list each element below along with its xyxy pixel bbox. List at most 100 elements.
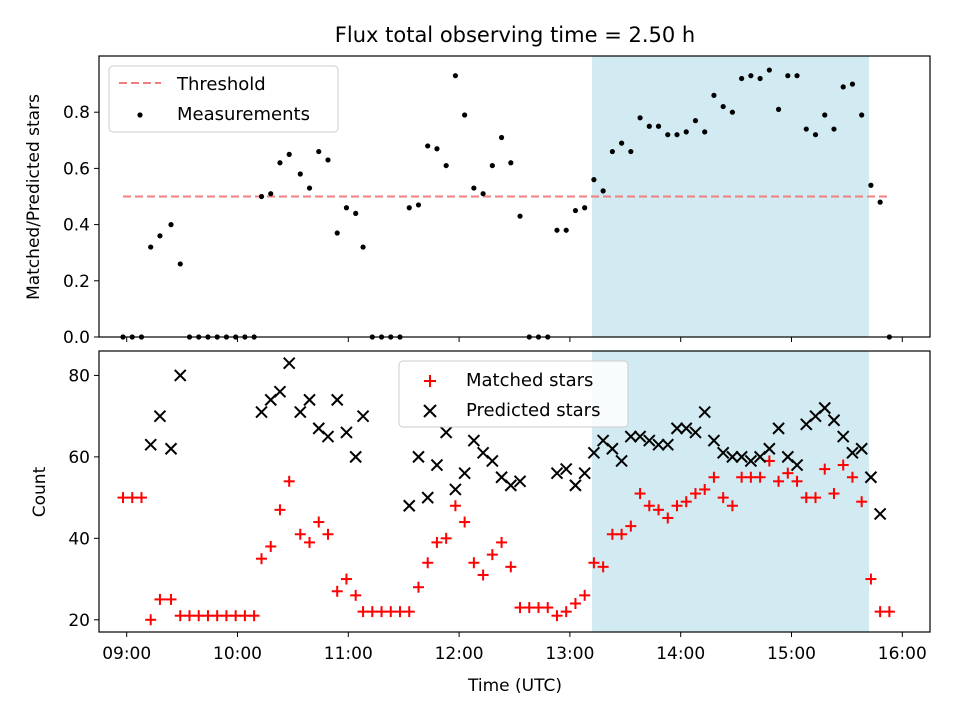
matched-star-point [736,471,748,483]
predicted-star-point [303,393,316,407]
measurement-point [334,230,340,236]
matched-star-point [431,536,443,548]
predicted-star-point [144,438,157,451]
predicted-star-stroke [164,442,178,455]
predicted-star-stroke [340,426,353,439]
matched-star-point [385,606,397,618]
matched-star-point [542,602,554,614]
measurement-point [748,73,754,79]
legend-predicted-label: Predicted stars [466,400,600,421]
matched-star-point [376,606,388,618]
predicted-star-stroke [864,471,878,484]
predicted-star-point [587,446,601,460]
measurement-point [297,171,303,177]
matched-star-point [606,528,618,540]
predicted-star-stroke [504,479,518,492]
measurement-point [434,146,440,152]
predicted-star-stroke [430,458,444,472]
measurement-point [480,191,486,197]
matched-star-point [449,500,461,512]
predicted-star-point [726,450,739,464]
measurement-point [720,103,726,110]
matched-star-point [265,540,277,552]
top-x-ticks [126,337,903,342]
predicted-star-stroke [303,393,316,407]
predicted-star-point [403,499,416,512]
x-tick-label: 14:00 [656,644,705,664]
measurement-point [665,132,671,138]
x-tick-label: 11:00 [324,644,373,664]
predicted-star-point [255,405,268,419]
matched-star-point [486,549,498,561]
measurement-point [628,148,634,155]
measurement-point [692,118,699,124]
predicted-star-stroke [273,385,287,398]
matched-star-point [422,557,434,569]
measurement-point [591,177,597,183]
predicted-star-point [652,438,665,451]
matched-star-point [294,528,306,540]
measurement-points [120,67,892,340]
legend-matched-label: Matched stars [466,370,593,391]
predicted-star-point [349,450,362,464]
predicted-star-point [356,409,370,423]
matched-star-point [791,475,803,487]
matched-star-point [322,528,334,540]
matched-star-point [810,492,822,504]
bottom-highlight-span [592,351,870,632]
x-tick-label: 13:00 [545,644,594,664]
matched-star-point [239,610,251,622]
chart-title: Flux total observing time = 2.50 h [335,23,695,47]
measurement-point [452,73,459,79]
measurement-point [554,227,560,233]
predicted-star-point [680,422,693,435]
measurement-point [729,109,736,115]
predicted-star-stroke [174,369,187,382]
measurement-point [316,148,322,155]
measurement-point [794,73,800,79]
predicted-star-point [606,442,619,455]
predicted-star-point [321,430,335,443]
matched-star-point [588,557,600,569]
top-axes-frame [98,55,931,338]
measurement-point [822,112,828,118]
predicted-star-point [661,438,674,451]
measurement-point [849,81,856,87]
y-tick-label: 0.8 [63,103,90,123]
matched-star-point [183,610,195,622]
predicted-star-stroke [670,422,684,435]
measurement-point [812,132,819,138]
matched-star-point [782,467,794,479]
matched-star-point [533,602,545,614]
matched-star-point [689,488,701,500]
matched-star-point [117,492,129,504]
matched-star-point [274,504,286,516]
predicted-star-stroke [624,430,638,443]
predicted-star-stroke [421,491,434,504]
predicted-star-stroke [836,430,850,443]
measurement-point [471,185,477,191]
predicted-star-stroke [772,422,785,435]
predicted-star-point [331,393,344,407]
predicted-star-stroke [513,475,527,488]
x-tick-label: 12:00 [435,644,484,664]
matched-star-point [313,516,325,528]
predicted-star-point [578,466,591,480]
matched-star-point [350,589,362,601]
predicted-star-stroke [790,458,804,472]
predicted-star-point [153,409,167,423]
measurement-point [609,148,615,155]
bottom-axes-frame [98,350,931,633]
matched-star-point [202,610,214,622]
predicted-star-stroke [633,430,647,443]
measurement-point [803,126,809,132]
predicted-star-stroke [744,454,758,468]
y-tick-label: 40 [68,529,90,549]
matched-star-point [625,520,637,532]
predicted-star-point [559,462,573,476]
measurement-point [655,123,662,129]
matched-star-point [523,602,535,614]
predicted-star-stroke [587,446,601,460]
x-axis-label: Time (UTC) [467,676,562,696]
